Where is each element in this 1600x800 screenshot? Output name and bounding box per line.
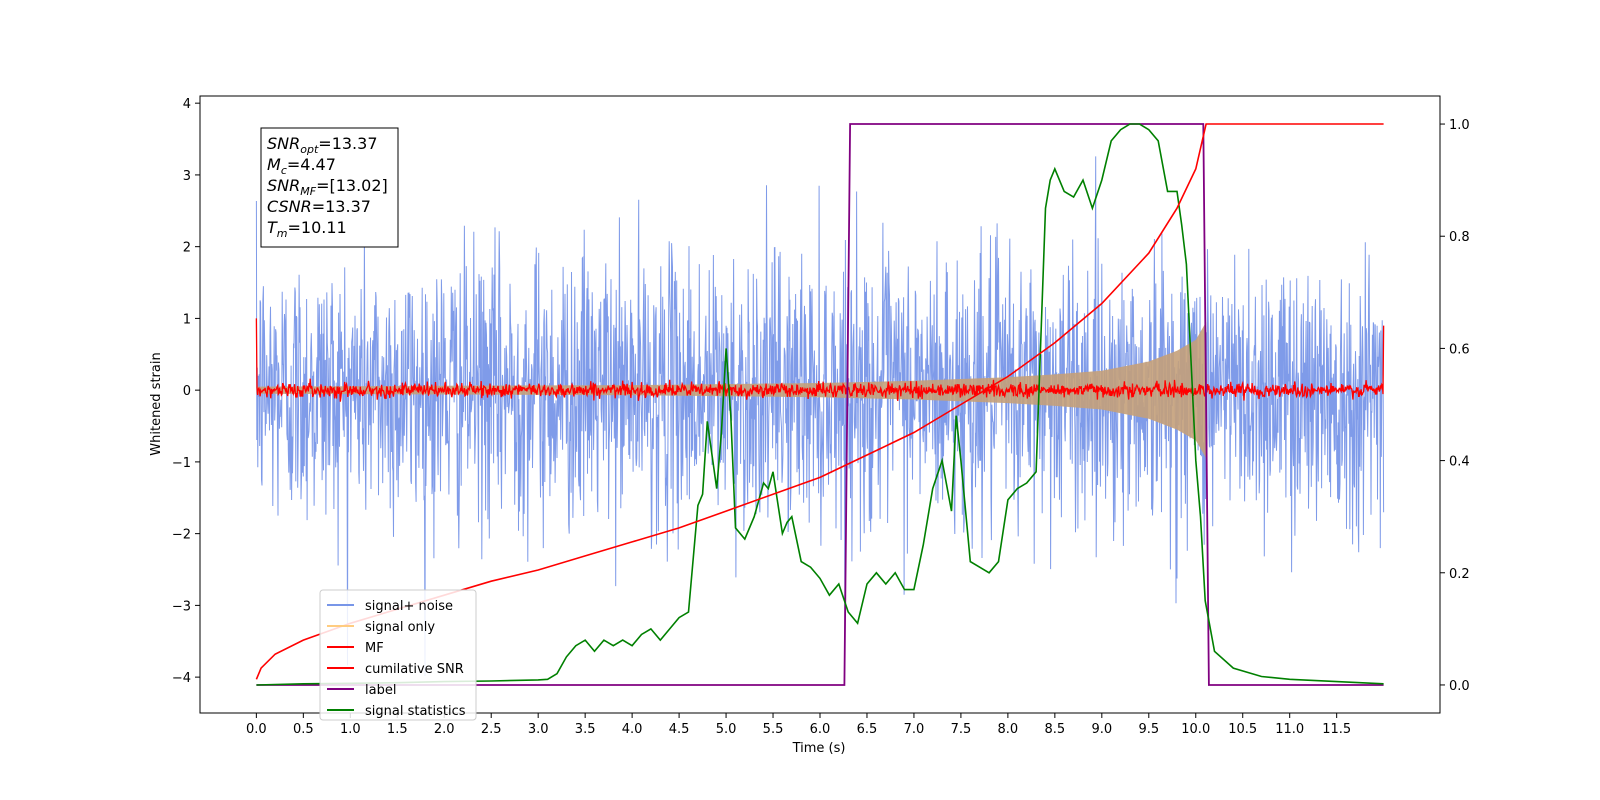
x-axis-label: Time (s): [792, 741, 846, 756]
x-tick-label: 11.0: [1275, 722, 1304, 737]
x-tick-label: 9.0: [1091, 722, 1112, 737]
y-left-tick-label: −2: [172, 528, 191, 543]
y-left-tick-label: −4: [172, 671, 191, 686]
series-label: [256, 123, 1384, 686]
x-tick-label: 8.5: [1045, 722, 1066, 737]
y-axis-left: 4 3 2 1 0 −1 −2 −3 −4: [172, 97, 200, 686]
y-right-tick-label: 0.4: [1449, 455, 1470, 470]
annotation-line: Mc=4.47: [267, 155, 336, 177]
legend-entry: cumilative SNR: [365, 662, 464, 677]
y-right-tick-label: 0.6: [1449, 342, 1470, 357]
y-right-tick-label: 0.8: [1449, 230, 1470, 245]
x-tick-label: 6.5: [857, 722, 878, 737]
y-axis-label: Whitened strain: [149, 352, 164, 455]
legend-entry: signal statistics: [365, 704, 466, 719]
x-tick-label: 2.0: [434, 722, 455, 737]
annotation-line: SNRMF=[13.02]: [267, 176, 388, 198]
y-right-tick-label: 1.0: [1449, 118, 1470, 133]
x-tick-label: 5.5: [763, 722, 784, 737]
y-left-tick-label: 1: [183, 312, 191, 327]
x-tick-label: 4.5: [669, 722, 690, 737]
annotation-line: CSNR=13.37: [267, 197, 371, 216]
x-tick-label: 6.0: [810, 722, 831, 737]
y-left-tick-label: −3: [172, 599, 191, 614]
x-tick-label: 7.0: [904, 722, 925, 737]
y-left-tick-label: 3: [183, 169, 191, 184]
legend-entry: signal only: [365, 620, 435, 635]
x-tick-label: 9.5: [1138, 722, 1159, 737]
series-signal-plus-noise: [255, 156, 1385, 677]
x-tick-label: 5.0: [716, 722, 737, 737]
x-tick-label: 1.5: [387, 722, 408, 737]
y-right-tick-label: 0.2: [1449, 567, 1470, 582]
legend-entry: MF: [365, 641, 384, 656]
x-axis: 0.0 0.5 1.0 1.5 2.0 2.5 3.0 3.5 4.0 4.5 5.0 5.5 6.0 6…: [246, 713, 1351, 737]
x-tick-label: 11.5: [1322, 722, 1351, 737]
x-tick-label: 2.5: [481, 722, 502, 737]
x-tick-label: 3.0: [528, 722, 549, 737]
series-mf: [255, 318, 1385, 402]
y-left-tick-label: 0: [183, 384, 191, 399]
annotation-box: SNRopt=13.37Mc=4.47SNRMF=[13.02]CSNR=13.…: [260, 127, 399, 248]
legend: signal+ noise signal only MF cumilative SNR…: [319, 589, 477, 721]
x-tick-label: 10.0: [1181, 722, 1210, 737]
x-tick-label: 10.5: [1228, 722, 1257, 737]
legend-entry: signal+ noise: [365, 599, 453, 614]
y-left-tick-label: −1: [172, 456, 191, 471]
x-tick-label: 3.5: [575, 722, 596, 737]
y-axis-right: 0.0 0.2 0.4 0.6 0.8 1.0: [1440, 118, 1470, 694]
annotation-line: SNRopt=13.37: [267, 134, 378, 156]
legend-entry: label: [365, 683, 396, 698]
x-tick-label: 0.5: [293, 722, 314, 737]
annotation-line: Tm=10.11: [267, 218, 347, 240]
x-tick-label: 7.5: [951, 722, 972, 737]
y-left-tick-label: 2: [183, 241, 191, 256]
series-signal-statistics: [256, 123, 1384, 686]
x-tick-label: 1.0: [340, 722, 361, 737]
x-tick-label: 0.0: [246, 722, 267, 737]
x-tick-label: 4.0: [622, 722, 643, 737]
y-left-tick-label: 4: [183, 97, 191, 112]
y-right-tick-label: 0.0: [1449, 679, 1470, 694]
x-tick-label: 8.0: [998, 722, 1019, 737]
